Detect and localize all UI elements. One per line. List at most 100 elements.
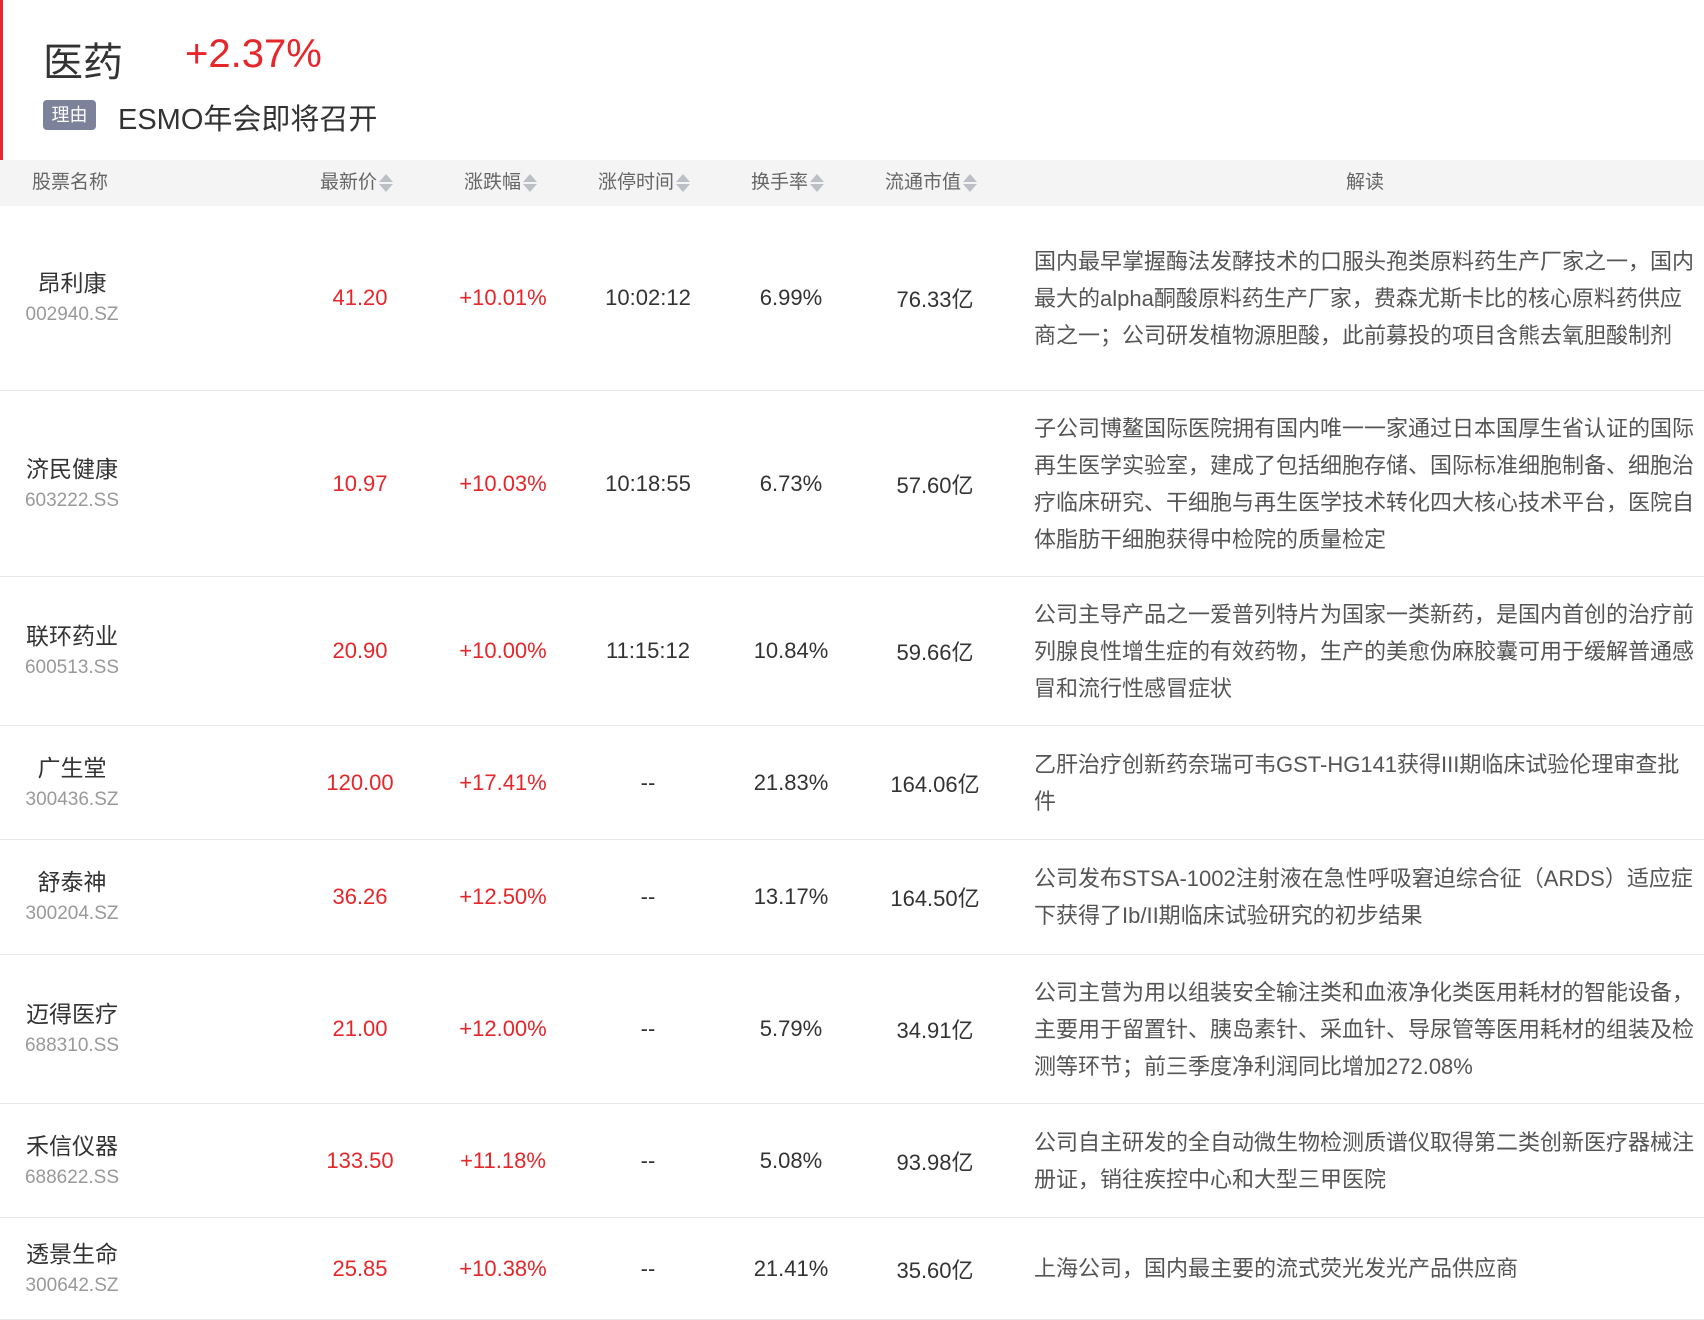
sort-icon[interactable] [676, 173, 691, 193]
stock-name[interactable]: 禾信仪器 [26, 1132, 118, 1159]
price: 120.00 [326, 769, 394, 795]
turnover: 21.83% [753, 769, 829, 795]
price: 133.50 [326, 1147, 394, 1173]
table-row[interactable]: 迈得医疗 688310.SS 21.00 +12.00% -- 5.79% 34.… [0, 955, 1704, 1104]
table-row[interactable]: 透景生命 300642.SZ 25.85 +10.38% -- 21.41% 35… [0, 1218, 1704, 1320]
stock-name-cell[interactable]: 禾信仪器 688622.SS [0, 1104, 144, 1217]
turnover: 5.79% [759, 1016, 823, 1041]
table-row[interactable]: 舒泰神 300204.SZ 36.26 +12.50% -- 13.17% 164… [0, 840, 1704, 955]
change: +12.00% [459, 1016, 547, 1041]
stock-name[interactable]: 广生堂 [37, 754, 107, 781]
float-cap: 93.98亿 [896, 1149, 974, 1175]
stock-name-cell[interactable]: 联环药业 600513.SS [0, 577, 144, 725]
change: +12.50% [459, 884, 547, 909]
stock-name[interactable]: 联环药业 [26, 623, 118, 649]
change: +10.38% [459, 1255, 547, 1281]
price: 36.26 [332, 884, 388, 909]
comment: 公司主营为用以组装安全输注类和血液净化类医用耗材的智能设备，主要用于留置针、胰岛… [1034, 955, 1698, 1103]
comment-text: 上海公司，国内最主要的流式荧光发光产品供应商 [1034, 1256, 1519, 1281]
change: +10.01% [459, 285, 547, 310]
comment-text: 乙肝治疗创新药奈瑞可韦GST-HG141获得III期临床试验伦理审查批件 [1034, 751, 1680, 814]
change: +11.18% [460, 1147, 546, 1173]
limit-time: 10:18:55 [605, 470, 691, 496]
comment-text: 公司主导产品之一爱普列特片为国家一类新药，是国内首创的治疗前列腺良性增生症的有效… [1034, 601, 1695, 701]
table-row[interactable]: 昂利康 002940.SZ 41.20 +10.01% 10:02:12 6.99… [0, 206, 1704, 391]
stock-name-cell[interactable]: 迈得医疗 688310.SS [0, 955, 144, 1103]
stock-code: 300204.SZ [25, 903, 119, 924]
comment: 国内最早掌握酶法发酵技术的口服头孢类原料药生产厂家之一，国内最大的alpha酮酸… [1034, 206, 1698, 390]
col-time-sort[interactable]: 涨停时间 [598, 160, 691, 206]
stock-name-cell[interactable]: 舒泰神 300204.SZ [0, 840, 144, 954]
stock-name[interactable]: 透景生命 [26, 1240, 118, 1267]
comment: 乙肝治疗创新药奈瑞可韦GST-HG141获得III期临床试验伦理审查批件 [1034, 726, 1698, 839]
table-row[interactable]: 广生堂 300436.SZ 120.00 +17.41% -- 21.83% 16… [0, 726, 1704, 840]
limit-time: -- [640, 769, 656, 795]
sort-icon[interactable] [810, 173, 825, 193]
change: +17.41% [459, 769, 547, 795]
comment-text: 国内最早掌握酶法发酵技术的口服头孢类原料药生产厂家之一，国内最大的alpha酮酸… [1034, 248, 1695, 348]
float-cap: 164.50亿 [890, 886, 980, 911]
sort-icon[interactable] [379, 173, 394, 193]
col-comment: 解读 [1346, 172, 1385, 193]
sort-icon[interactable] [963, 173, 978, 193]
price: 25.85 [332, 1255, 388, 1281]
sector-change: +2.37% [185, 32, 322, 76]
table-header: 股票名称 最新价 涨跌幅 涨停时间 换手率 流通市值 解读 [0, 160, 1704, 206]
comment-text: 子公司博鳌国际医院拥有国内唯一一家通过日本国厚生省认证的国际再生医学实验室，建成… [1034, 415, 1695, 552]
stock-code: 002940.SZ [25, 304, 119, 325]
comment: 公司主导产品之一爱普列特片为国家一类新药，是国内首创的治疗前列腺良性增生症的有效… [1034, 577, 1698, 725]
limit-time: -- [640, 1147, 656, 1173]
comment: 子公司博鳌国际医院拥有国内唯一一家通过日本国厚生省认证的国际再生医学实验室，建成… [1034, 391, 1698, 576]
stock-code: 688622.SS [24, 1166, 120, 1188]
col-turnover-label: 换手率 [751, 172, 809, 193]
comment: 上海公司，国内最主要的流式荧光发光产品供应商 [1034, 1218, 1698, 1319]
change: +10.03% [459, 470, 547, 496]
price: 10.97 [332, 470, 388, 496]
change: +10.00% [459, 638, 547, 663]
col-turnover-sort[interactable]: 换手率 [751, 160, 825, 206]
stock-name[interactable]: 舒泰神 [37, 869, 107, 895]
stock-name-cell[interactable]: 广生堂 300436.SZ [0, 726, 144, 839]
comment-text: 公司发布STSA-1002注射液在急性呼吸窘迫综合征（ARDS）适应症下获得了I… [1034, 866, 1693, 928]
float-cap: 57.60亿 [896, 472, 974, 498]
table-row[interactable]: 联环药业 600513.SS 20.90 +10.00% 11:15:12 10.… [0, 577, 1704, 726]
col-cap-label: 流通市值 [885, 172, 962, 193]
comment-text: 公司主营为用以组装安全输注类和血液净化类医用耗材的智能设备，主要用于留置针、胰岛… [1034, 979, 1695, 1079]
turnover: 6.99% [759, 285, 823, 310]
turnover: 10.84% [753, 638, 829, 663]
col-price-sort[interactable]: 最新价 [320, 160, 394, 206]
price: 20.90 [332, 638, 388, 663]
table-row[interactable]: 济民健康 603222.SS 10.97 +10.03% 10:18:55 6.7… [0, 391, 1704, 577]
float-cap: 35.60亿 [896, 1257, 974, 1283]
col-time-label: 涨停时间 [598, 172, 675, 193]
stock-name[interactable]: 迈得医疗 [26, 1001, 118, 1027]
sort-icon[interactable] [523, 173, 538, 193]
stock-name-cell[interactable]: 昂利康 002940.SZ [0, 206, 144, 390]
turnover: 5.08% [759, 1147, 823, 1173]
limit-time: -- [640, 1016, 656, 1041]
stock-code: 603222.SS [24, 489, 120, 511]
col-cap-sort[interactable]: 流通市值 [885, 160, 978, 206]
comment-text: 公司自主研发的全自动微生物检测质谱仪取得第二类创新医疗器械注册证，销往疾控中心和… [1034, 1129, 1695, 1192]
stock-name[interactable]: 昂利康 [37, 270, 107, 296]
limit-time: 11:15:12 [605, 638, 690, 663]
float-cap: 76.33亿 [896, 287, 974, 312]
stock-name[interactable]: 济民健康 [26, 455, 118, 482]
reason-tag: 理由 [43, 100, 96, 130]
price: 21.00 [332, 1016, 388, 1041]
float-cap: 34.91亿 [896, 1018, 974, 1043]
turnover: 21.41% [753, 1255, 829, 1281]
turnover: 13.17% [753, 884, 829, 909]
table-row[interactable]: 禾信仪器 688622.SS 133.50 +11.18% -- 5.08% 93… [0, 1104, 1704, 1218]
stock-name-cell[interactable]: 济民健康 603222.SS [0, 391, 144, 576]
stock-code: 688310.SS [24, 1035, 120, 1056]
sector-header: 医药 +2.37% 理由 ESMO年会即将召开 [0, 0, 1704, 160]
float-cap: 164.06亿 [890, 771, 980, 797]
stock-code: 600513.SS [24, 657, 120, 678]
stock-code: 300436.SZ [25, 788, 119, 810]
limit-time: -- [640, 884, 656, 909]
col-change-sort[interactable]: 涨跌幅 [464, 160, 538, 206]
comment: 公司发布STSA-1002注射液在急性呼吸窘迫综合征（ARDS）适应症下获得了I… [1034, 840, 1698, 954]
stock-name-cell[interactable]: 透景生命 300642.SZ [0, 1218, 144, 1319]
comment: 公司自主研发的全自动微生物检测质谱仪取得第二类创新医疗器械注册证，销往疾控中心和… [1034, 1104, 1698, 1217]
